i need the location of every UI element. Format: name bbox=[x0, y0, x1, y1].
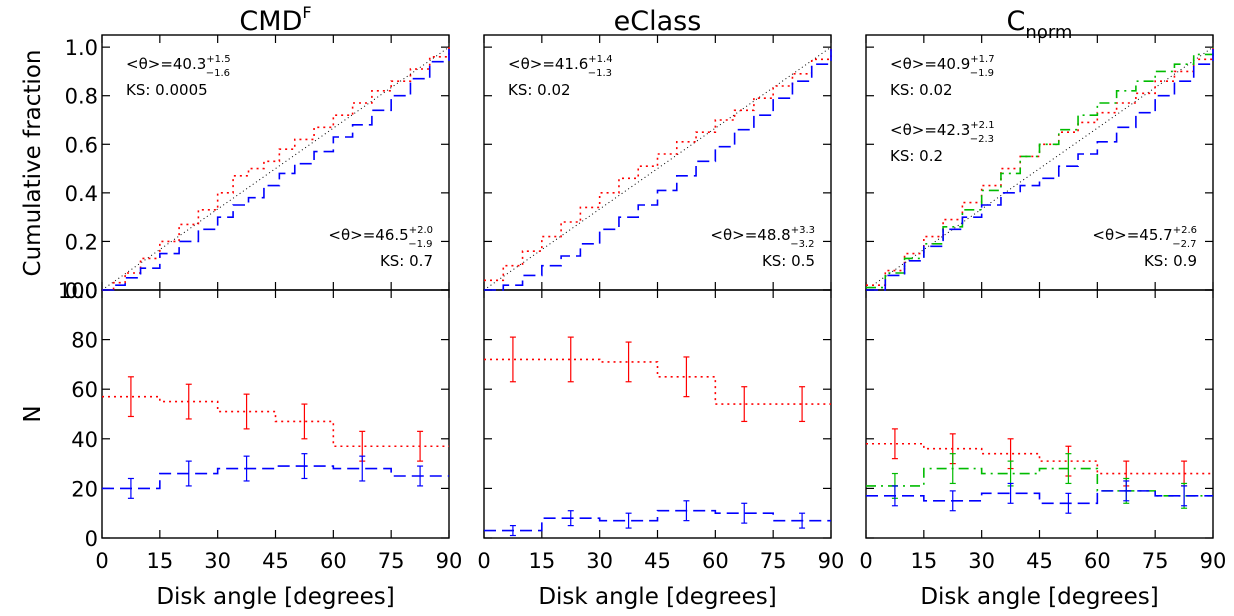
mean-angle-text: <θ>=40.3+1.5 −1.6 bbox=[126, 54, 231, 79]
x-tick-label: 90 bbox=[1200, 549, 1227, 573]
mean-angle-text: <θ>=46.5+2.0 −1.9 bbox=[328, 225, 433, 250]
x-axis-label: Disk angle [degrees] bbox=[920, 584, 1158, 610]
y-tick-label-top: 0.4 bbox=[65, 182, 98, 206]
plot-frame-bottom bbox=[865, 289, 1214, 539]
x-tick-label: 75 bbox=[1142, 549, 1169, 573]
x-tick-label: 15 bbox=[528, 549, 555, 573]
x-tick-label: 45 bbox=[1026, 549, 1053, 573]
ks-text: KS: 0.7 bbox=[380, 252, 433, 270]
mean-angle-text: <θ>=42.3+2.1 −2.3 bbox=[890, 120, 995, 145]
y-tick-label-top: 0.6 bbox=[65, 133, 98, 157]
x-tick-label: 60 bbox=[702, 549, 729, 573]
ks-text: KS: 0.9 bbox=[1144, 252, 1197, 270]
annotation-top-left: <θ>=41.6+1.4 −1.3 KS: 0.02 bbox=[508, 54, 613, 99]
x-tick-label: 30 bbox=[204, 549, 231, 573]
x-tick-label: 0 bbox=[95, 549, 108, 573]
x-tick-label: 30 bbox=[586, 549, 613, 573]
mean-angle-text: <θ>=45.7+2.6 −2.7 bbox=[1092, 225, 1197, 250]
ks-text: KS: 0.2 bbox=[890, 147, 943, 165]
x-tick-label: 90 bbox=[818, 549, 845, 573]
y-tick-label-top: 1.0 bbox=[65, 36, 98, 60]
panel-CMD-F: CMDF 0 15 30 45 60 75 90 Disk angle [degrees] 0.0… bbox=[58, 3, 462, 610]
y-tick-label-bottom: 60 bbox=[71, 378, 98, 402]
annotation-bottom-right: <θ>=48.8+3.3 −3.2 KS: 0.5 bbox=[710, 225, 815, 270]
mean-angle-text: <θ>=40.9+1.7 −1.9 bbox=[890, 54, 995, 79]
panels: CMDF 0 15 30 45 60 75 90 Disk angle [degrees] 0.0… bbox=[58, 3, 1226, 610]
x-tick-label: 45 bbox=[262, 549, 289, 573]
y-tick-label-bottom: 40 bbox=[71, 428, 98, 452]
x-tick-label: 45 bbox=[644, 549, 671, 573]
histogram-series-dash-dot bbox=[866, 467, 1213, 497]
uniform-reference-line bbox=[101, 46, 450, 291]
x-tick-label: 15 bbox=[910, 549, 937, 573]
panel-title: eClass bbox=[614, 6, 702, 37]
cumulative-series-dashed bbox=[866, 47, 1214, 291]
histogram-series-dotted bbox=[102, 395, 449, 448]
y-tick-label-bottom: 80 bbox=[71, 329, 98, 353]
x-tick-label: 60 bbox=[1084, 549, 1111, 573]
y-tick-label-top: 0.2 bbox=[65, 230, 98, 254]
histogram-series-dashed bbox=[866, 490, 1213, 505]
ks-text: KS: 0.02 bbox=[890, 81, 953, 99]
panel-title: Cnorm bbox=[1007, 6, 1073, 43]
ks-text: KS: 0.5 bbox=[762, 252, 815, 270]
y-tick-label-top: 0.8 bbox=[65, 85, 98, 109]
x-tick-label: 0 bbox=[859, 549, 872, 573]
x-tick-label: 15 bbox=[146, 549, 173, 573]
x-tick-label: 75 bbox=[378, 549, 405, 573]
cumulative-series-dashed bbox=[102, 47, 450, 291]
x-tick-label: 75 bbox=[760, 549, 787, 573]
y-axis-label-top: Cumulative fraction bbox=[20, 50, 46, 277]
cumulative-series-dash-dot bbox=[866, 47, 1214, 289]
plot-frame-bottom bbox=[483, 289, 832, 539]
x-axis-label: Disk angle [degrees] bbox=[156, 584, 394, 610]
cumulative-series-dashed bbox=[484, 47, 832, 291]
x-axis-label: Disk angle [degrees] bbox=[538, 584, 776, 610]
y-axis-label-bottom: N bbox=[20, 405, 46, 422]
y-tick-label-top: 0.0 bbox=[65, 279, 98, 303]
histogram-series-dotted bbox=[484, 358, 831, 405]
x-tick-label: 60 bbox=[320, 549, 347, 573]
ks-text: KS: 0.02 bbox=[508, 81, 571, 99]
mean-angle-text: <θ>=41.6+1.4 −1.3 bbox=[508, 54, 613, 79]
annotation-top-left: <θ>=40.3+1.5 −1.6 KS: 0.0005 bbox=[126, 54, 231, 99]
cumulative-series-dotted bbox=[866, 47, 1214, 286]
plot-frame-bottom bbox=[101, 289, 450, 539]
mean-angle-text: <θ>=48.8+3.3 −3.2 bbox=[710, 225, 815, 250]
annotation-bottom-right: <θ>=45.7+2.6 −2.7 KS: 0.9 bbox=[1092, 225, 1197, 270]
histogram-series-dotted bbox=[866, 442, 1213, 475]
histogram-series-dashed bbox=[102, 465, 449, 490]
annotation-top-left: <θ>=40.9+1.7 −1.9 KS: 0.02 bbox=[890, 54, 995, 99]
x-tick-label: 0 bbox=[477, 549, 490, 573]
y-tick-label-bottom: 100 bbox=[58, 279, 98, 303]
ks-text: KS: 0.0005 bbox=[126, 81, 208, 99]
x-tick-label: 90 bbox=[436, 549, 463, 573]
panel-eClass: eClass 0 15 30 45 60 75 90 Disk angle [degrees] <… bbox=[477, 6, 844, 610]
histogram-series-dashed bbox=[484, 509, 831, 532]
annotation-middle-left: <θ>=42.3+2.1 −2.3 KS: 0.2 bbox=[890, 120, 995, 165]
x-tick-label: 30 bbox=[968, 549, 995, 573]
annotation-bottom-right: <θ>=46.5+2.0 −1.9 KS: 0.7 bbox=[328, 225, 433, 270]
y-tick-label-bottom: 20 bbox=[71, 477, 98, 501]
y-tick-label-bottom: 0 bbox=[85, 527, 98, 551]
panel-C-norm: Cnorm 0 15 30 45 60 75 90 Disk angle [degrees] <θ… bbox=[859, 6, 1226, 610]
panel-title: CMDF bbox=[239, 3, 311, 37]
